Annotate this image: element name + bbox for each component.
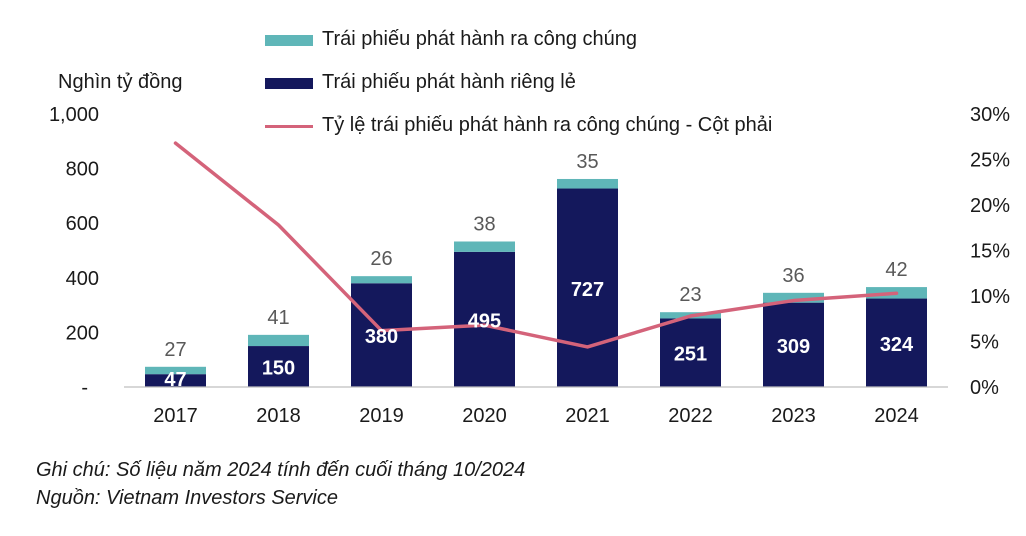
y-axis-unit-label: Nghìn tỷ đồng (58, 71, 183, 93)
bar-private-2024 (866, 298, 927, 387)
y2-tick-label: 30% (970, 104, 1010, 126)
y2-tick-label: 0% (970, 377, 999, 399)
x-tick-label-2022: 2022 (668, 405, 713, 427)
x-tick-label-2017: 2017 (153, 405, 198, 427)
data-label-public-2017: 27 (164, 339, 186, 361)
data-label-private-2022: 251 (674, 344, 707, 366)
legend-label-private: Trái phiếu phát hành riêng lẻ (322, 71, 576, 93)
y-tick-label: - (81, 377, 88, 399)
ratio-line (173, 141, 899, 349)
bar-private-2019 (351, 283, 412, 387)
data-label-private-2021: 727 (571, 279, 604, 301)
data-label-private-2023: 309 (777, 336, 810, 358)
data-label-public-2024: 42 (885, 259, 907, 281)
bar-public-2021 (557, 178, 618, 189)
bar-private-2023 (763, 302, 824, 387)
y2-tick-label: 20% (970, 195, 1010, 217)
bar-public-2018 (248, 334, 309, 347)
data-label-public-2020: 38 (473, 213, 495, 235)
y-tick-label: 600 (66, 213, 99, 235)
bar-public-2023 (763, 292, 824, 303)
source-text: Nguồn: Vietnam Investors Service (36, 487, 339, 509)
y-tick-label: 800 (66, 159, 99, 181)
bar-private-2022 (660, 318, 721, 387)
bar-private-2017 (145, 374, 206, 387)
x-tick-label-2024: 2024 (874, 405, 919, 427)
legend-label-ratio: Tỷ lệ trái phiếu phát hành ra công chúng… (322, 114, 773, 136)
legend-line-ratio (265, 125, 313, 128)
y-tick-label: 200 (66, 322, 99, 344)
note-text: Ghi chú: Số liệu năm 2024 tính đến cuối … (36, 459, 526, 481)
data-label-public-2019: 26 (370, 248, 392, 270)
x-tick-label-2020: 2020 (462, 405, 507, 427)
data-label-private-2017: 47 (164, 369, 186, 391)
y2-tick-label: 25% (970, 150, 1010, 172)
y-tick-label: 400 (66, 268, 99, 290)
y-tick-label: 1,000 (49, 104, 99, 126)
x-tick-label-2021: 2021 (565, 405, 610, 427)
data-label-private-2019: 380 (365, 326, 398, 348)
bar-public-2017 (145, 366, 206, 375)
legend-label-public: Trái phiếu phát hành ra công chúng (322, 28, 638, 50)
data-label-public-2022: 23 (679, 284, 701, 306)
x-tick-label-2019: 2019 (359, 405, 404, 427)
data-label-private-2020: 495 (468, 310, 501, 332)
x-tick-label-2018: 2018 (256, 405, 301, 427)
y2-tick-label: 10% (970, 286, 1010, 308)
data-label-public-2018: 41 (267, 307, 289, 329)
data-label-public-2021: 35 (576, 151, 598, 173)
bar-public-2019 (351, 276, 412, 284)
legend-swatch-private (265, 78, 313, 89)
y2-tick-label: 15% (970, 241, 1010, 263)
data-label-private-2024: 324 (880, 334, 914, 356)
chart-notes: Ghi chú: Số liệu năm 2024 tính đến cuối … (36, 456, 525, 512)
data-label-private-2018: 150 (262, 358, 295, 380)
bar-private-2018 (248, 346, 309, 387)
bar-private-2020 (454, 251, 515, 387)
data-label-public-2023: 36 (782, 265, 804, 287)
x-tick-label-2023: 2023 (771, 405, 816, 427)
bar-public-2020 (454, 241, 515, 252)
legend-swatch-public (265, 35, 313, 46)
bar-private-2021 (557, 188, 618, 387)
y2-tick-label: 5% (970, 332, 999, 354)
